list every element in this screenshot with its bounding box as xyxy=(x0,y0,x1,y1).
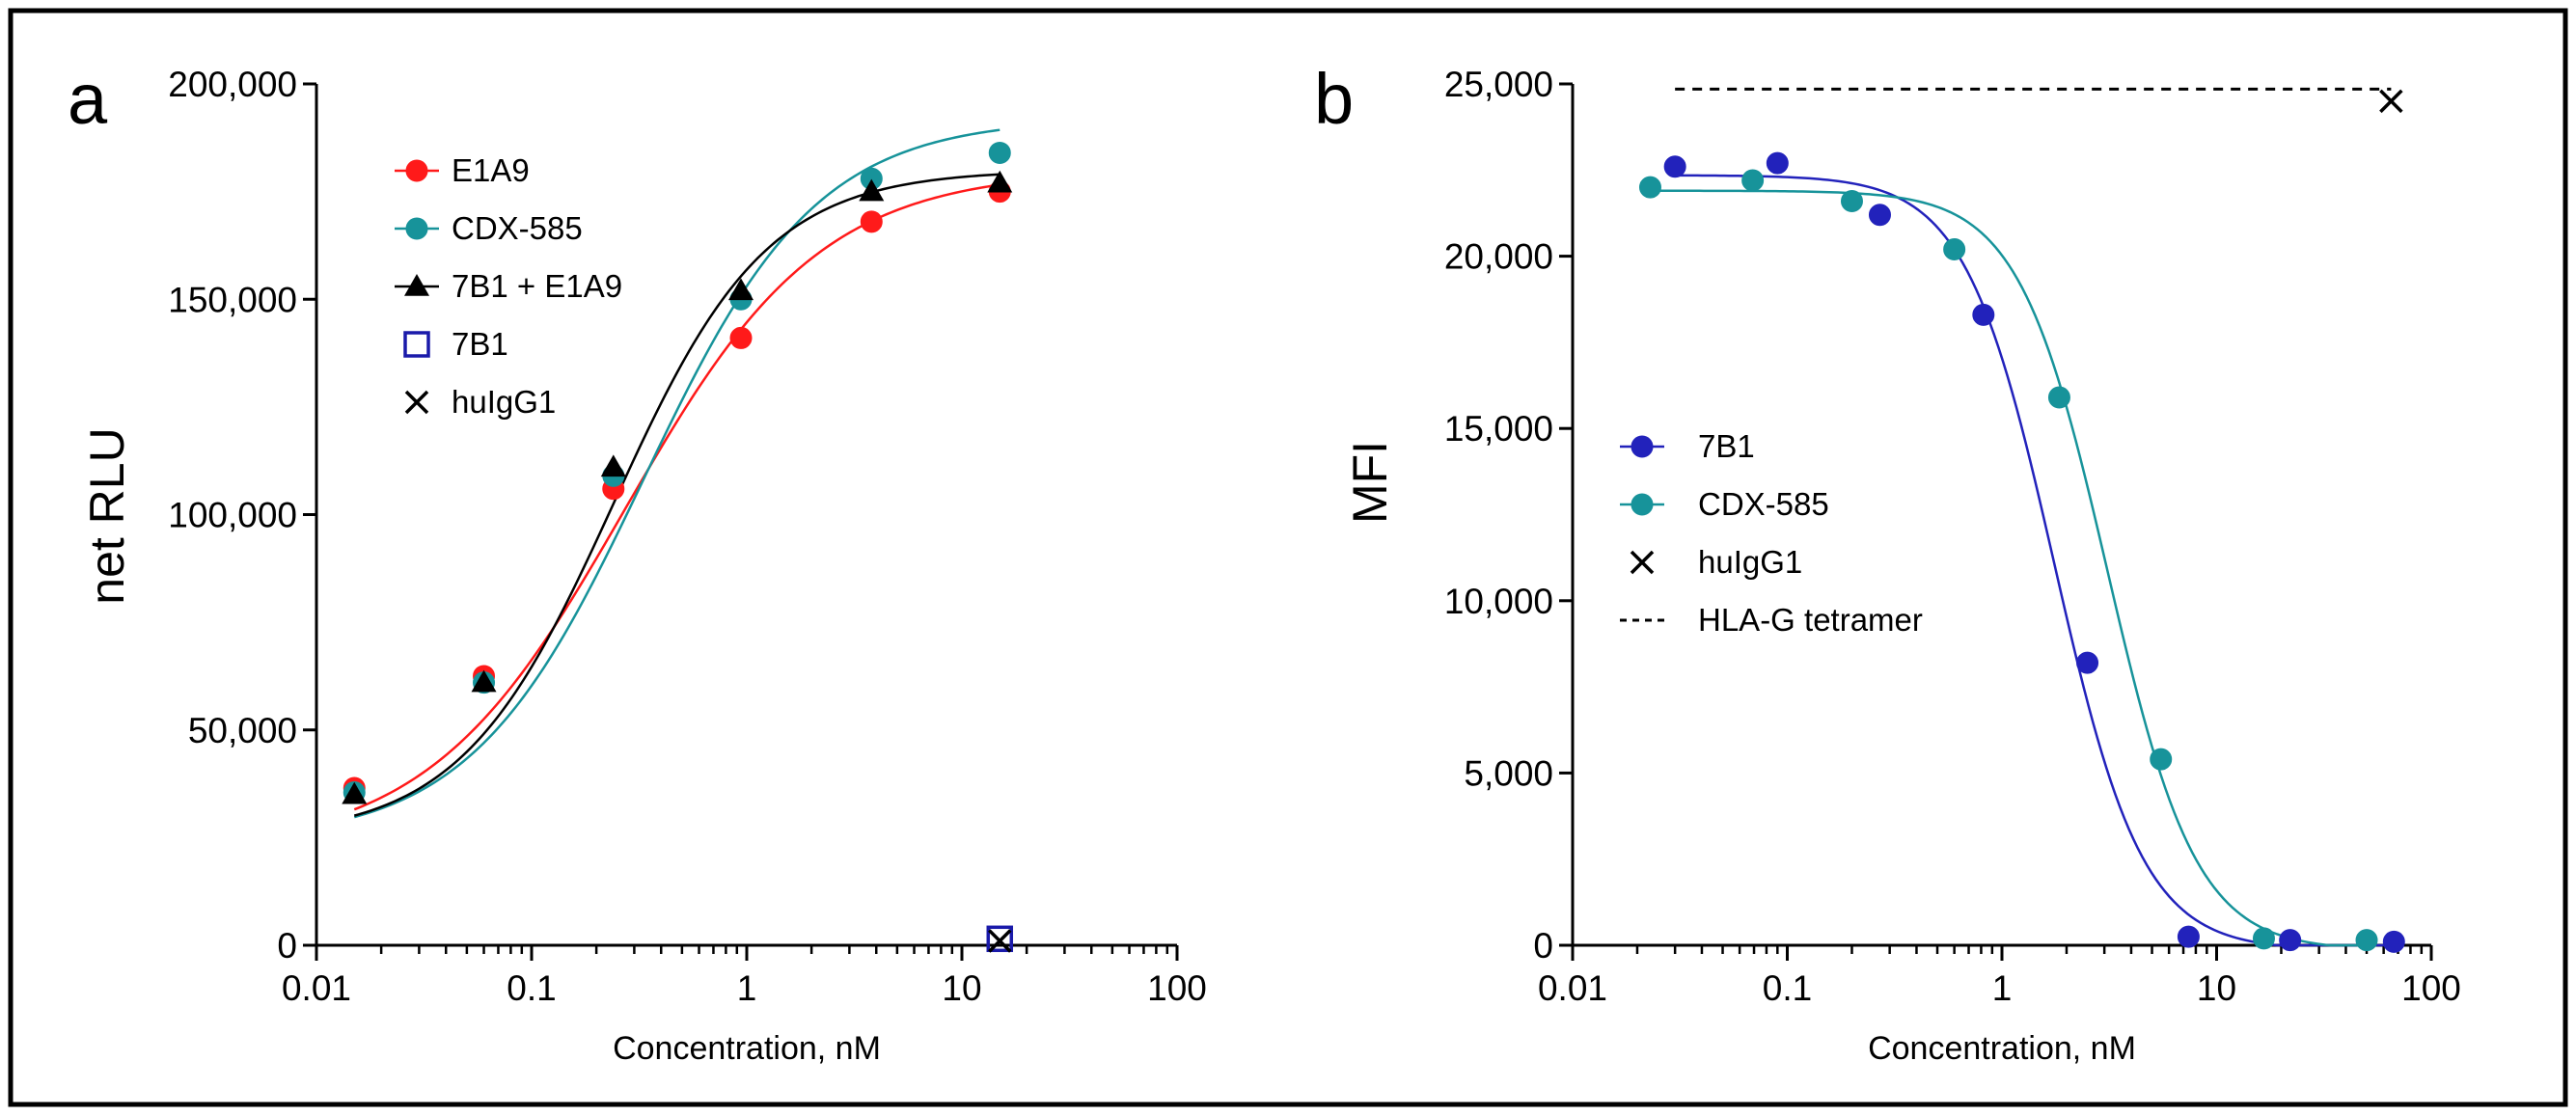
legend-label-cdx-585: CDX-585 xyxy=(1698,486,1829,522)
x-tick-label: 0.01 xyxy=(1538,968,1607,1008)
legend-marker-e1a9 xyxy=(405,159,428,182)
x-tick-label: 100 xyxy=(2401,968,2461,1008)
legend-marker-huigg1 xyxy=(1630,550,1655,575)
legend-marker-7b1-e1a9 xyxy=(404,274,429,296)
data-point-cdx-585 xyxy=(1840,189,1863,212)
data-point-7b1 xyxy=(1972,303,1995,326)
legend-marker-7b1 xyxy=(1631,435,1654,458)
y-tick-label: 5,000 xyxy=(1464,753,1553,793)
data-point-huigg1 xyxy=(2379,89,2403,114)
x-axis-title: Concentration, nM xyxy=(1868,1030,2136,1067)
data-point-e1a9 xyxy=(860,210,883,233)
fit-curve-7b1-e1a9 xyxy=(353,173,1000,817)
data-point-huigg1 xyxy=(988,929,1012,953)
data-point-cdx-585 xyxy=(2355,929,2378,952)
data-point-7b1 xyxy=(1868,204,1891,227)
data-point-cdx-585 xyxy=(988,141,1011,164)
legend-label-7b1-e1a9: 7B1 + E1A9 xyxy=(452,268,622,304)
data-point-7b1-e1a9 xyxy=(859,178,885,202)
x-tick-label: 1 xyxy=(737,968,757,1008)
data-point-7b1 xyxy=(1663,155,1686,178)
y-tick-label: 25,000 xyxy=(1444,65,1553,104)
legend-marker-7b1 xyxy=(403,331,430,358)
fit-curve-cdx-585 xyxy=(353,128,1000,819)
data-point-7b1 xyxy=(1766,151,1789,175)
x-tick-label: 1 xyxy=(1992,968,2013,1008)
legend-label-huigg1: huIgG1 xyxy=(452,384,556,420)
y-axis-title: net RLU xyxy=(80,427,134,604)
y-tick-label: 200,000 xyxy=(168,65,297,104)
legend-marker-huigg1 xyxy=(404,390,429,415)
panel-label: b xyxy=(1314,59,1354,139)
data-point-7b1 xyxy=(2382,930,2405,953)
data-point-7b1-e1a9 xyxy=(342,781,368,804)
y-tick-label: 10,000 xyxy=(1444,582,1553,621)
x-tick-label: 0.1 xyxy=(1763,968,1812,1008)
data-point-e1a9 xyxy=(729,326,753,349)
legend-label-e1a9: E1A9 xyxy=(452,152,530,188)
data-point-7b1-e1a9 xyxy=(728,278,754,301)
data-point-7b1 xyxy=(2279,929,2302,952)
y-tick-label: 20,000 xyxy=(1444,237,1553,277)
legend-label-hla-g-tetramer: HLA-G tetramer xyxy=(1698,602,1923,638)
data-point-7b1 xyxy=(986,925,1014,953)
x-tick-label: 10 xyxy=(942,968,981,1008)
x-tick-label: 10 xyxy=(2197,968,2236,1008)
data-point-cdx-585 xyxy=(2150,748,2173,771)
panel-b: b 0 5,000 10,000 15,000 20,000 25,000 0.01 0.1 1 1… xyxy=(1314,59,2461,1067)
data-point-7b1-e1a9 xyxy=(471,669,497,693)
panel-label: a xyxy=(68,59,108,139)
y-tick-label: 0 xyxy=(277,926,297,966)
y-axis-title: MFI xyxy=(1343,441,1397,524)
legend-marker-cdx-585 xyxy=(405,217,428,240)
fit-curve-7b1 xyxy=(1675,174,2395,947)
panel-a: a 0 50,000 100,000 150,000 200,000 0.01 0.1 1 10 1… xyxy=(68,59,1207,1067)
x-axis-title: Concentration, nM xyxy=(613,1030,881,1067)
data-point-cdx-585 xyxy=(1741,169,1765,192)
y-tick-label: 100,000 xyxy=(168,496,297,535)
x-tick-label: 0.1 xyxy=(507,968,556,1008)
data-point-7b1-e1a9 xyxy=(600,454,626,477)
legend-label-cdx-585: CDX-585 xyxy=(452,210,583,246)
legend-label-7b1: 7B1 xyxy=(452,326,508,362)
y-tick-label: 150,000 xyxy=(168,280,297,319)
x-tick-label: 0.01 xyxy=(282,968,351,1008)
data-point-cdx-585 xyxy=(1943,237,1966,260)
data-point-cdx-585 xyxy=(2252,927,2275,950)
y-tick-label: 0 xyxy=(1533,926,1553,966)
legend-label-7b1: 7B1 xyxy=(1698,428,1755,464)
legend-marker-cdx-585 xyxy=(1631,493,1654,516)
figure-border xyxy=(8,8,2568,1107)
fit-curve-e1a9 xyxy=(353,183,1000,811)
legend-label-huigg1: huIgG1 xyxy=(1698,544,1802,580)
data-point-7b1 xyxy=(2177,925,2200,948)
data-point-cdx-585 xyxy=(1638,176,1661,199)
data-point-7b1 xyxy=(2076,651,2099,674)
x-tick-label: 100 xyxy=(1147,968,1207,1008)
y-tick-label: 15,000 xyxy=(1444,409,1553,449)
y-tick-label: 50,000 xyxy=(188,711,297,750)
data-point-7b1-e1a9 xyxy=(987,170,1013,193)
fit-curve-cdx-585 xyxy=(1650,189,2368,947)
data-point-cdx-585 xyxy=(2047,386,2070,409)
